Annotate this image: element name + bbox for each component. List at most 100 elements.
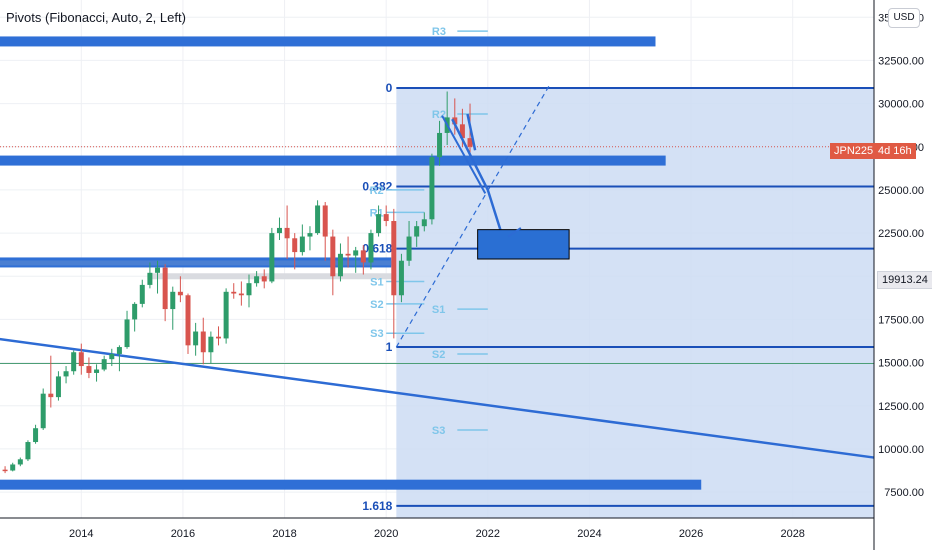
- projection-wedge: [441, 115, 487, 194]
- x-tick-label: 2020: [374, 528, 398, 540]
- candle-body: [94, 369, 100, 373]
- pivot-label-left: S3: [370, 328, 383, 340]
- candle-body: [116, 347, 122, 354]
- candle-body: [40, 393, 46, 429]
- fib-level-label: 0: [386, 81, 393, 95]
- y-tick-label: 25000.00: [878, 185, 924, 197]
- candle-body: [2, 469, 8, 472]
- candle-body: [254, 276, 260, 284]
- candle-body: [231, 291, 237, 294]
- candle-body: [360, 250, 366, 263]
- long-trendline: [0, 337, 875, 459]
- resistance-band-2: [0, 155, 666, 166]
- candle-body: [132, 303, 138, 320]
- candle-body: [269, 233, 275, 282]
- candle-body: [109, 353, 115, 360]
- candle-body: [162, 267, 168, 310]
- candle-body: [376, 214, 382, 234]
- candle-body: [368, 233, 374, 263]
- resistance-band-4: [0, 479, 702, 490]
- target-box: [477, 229, 570, 260]
- candle-body: [124, 319, 130, 348]
- candle-body: [101, 359, 107, 370]
- candle-body: [437, 132, 443, 158]
- candle-body: [337, 253, 343, 277]
- candle-body: [429, 157, 435, 220]
- candle-body: [223, 291, 229, 339]
- y-tick-label: 32500.00: [878, 55, 924, 67]
- candle-body: [292, 238, 298, 253]
- candle-body: [261, 276, 267, 282]
- candle-body: [185, 295, 191, 346]
- candle-body: [170, 291, 176, 310]
- y-tick-label: 22500.00: [878, 228, 924, 240]
- candle-body: [391, 221, 397, 296]
- candle-body: [345, 253, 351, 256]
- fib-level-label: 0.618: [362, 242, 392, 256]
- x-tick-label: 2018: [272, 528, 296, 540]
- fib-level-label: 1: [386, 340, 393, 354]
- x-tick-label: 2014: [69, 528, 93, 540]
- candle-body: [193, 331, 199, 346]
- candle-body: [421, 219, 427, 227]
- candle-body: [406, 236, 412, 261]
- candle-body: [78, 352, 84, 367]
- x-tick-label: 2024: [577, 528, 601, 540]
- fib-level-label: 0.382: [362, 179, 392, 193]
- x-tick-label: 2022: [476, 528, 500, 540]
- candle-body: [33, 428, 39, 443]
- candle-body: [414, 226, 420, 237]
- candle-body: [25, 442, 31, 460]
- projection-arrow: [451, 118, 505, 239]
- candle-body: [276, 227, 282, 234]
- fib-level-label: 1.618: [362, 499, 392, 513]
- candle-body: [63, 371, 69, 377]
- y-tick-label: 7500.00: [884, 487, 924, 499]
- pivot-label-left: R2: [370, 185, 384, 197]
- candle-body: [208, 336, 214, 353]
- currency-button[interactable]: USD: [888, 8, 920, 28]
- indicator-label[interactable]: Pivots (Fibonacci, Auto, 2, Left): [6, 10, 186, 25]
- candle-body: [200, 331, 206, 353]
- y-tick-label: 30000.00: [878, 99, 924, 111]
- candle-body: [55, 376, 61, 398]
- candle-body: [452, 117, 458, 125]
- candle-body: [322, 205, 328, 237]
- x-tick-label: 2026: [679, 528, 703, 540]
- candle-body: [307, 233, 313, 237]
- pivot-label-right: S1: [432, 304, 445, 316]
- candle-body: [315, 205, 321, 234]
- candle-body: [398, 260, 404, 296]
- candle-body: [299, 236, 305, 253]
- last-value-tag: 19913.24: [877, 271, 932, 289]
- projection-tip: [466, 113, 477, 151]
- pivot-label-right: S3: [432, 425, 445, 437]
- pivot-label-right: R3: [432, 26, 446, 38]
- candle-body: [383, 214, 389, 222]
- candle-body: [216, 336, 221, 339]
- candle-body: [246, 283, 252, 296]
- candle-body: [284, 227, 290, 239]
- mid-band: [0, 260, 392, 266]
- symbol-price-tag: JPN225: [830, 143, 878, 159]
- y-tick-label: 10000.00: [878, 444, 924, 456]
- candle-body: [71, 352, 77, 372]
- candle-body: [155, 267, 161, 273]
- candle-body: [10, 464, 16, 471]
- candle-body: [330, 236, 336, 277]
- resistance-band-1: [0, 36, 656, 47]
- y-tick-label: 17500.00: [878, 314, 924, 326]
- pivot-label-right: S2: [432, 349, 445, 361]
- pivot-label-left: S1: [370, 276, 383, 288]
- pivot-label-left: S2: [370, 299, 383, 311]
- candle-body: [238, 293, 244, 296]
- y-tick-label: 15000.00: [878, 358, 924, 370]
- candle-body: [459, 124, 465, 139]
- target-arrow: [507, 227, 522, 238]
- candle-body: [139, 284, 145, 304]
- candle-body: [467, 138, 473, 147]
- candle-body: [353, 250, 359, 256]
- candle-body: [48, 393, 54, 398]
- candle-body: [86, 366, 92, 373]
